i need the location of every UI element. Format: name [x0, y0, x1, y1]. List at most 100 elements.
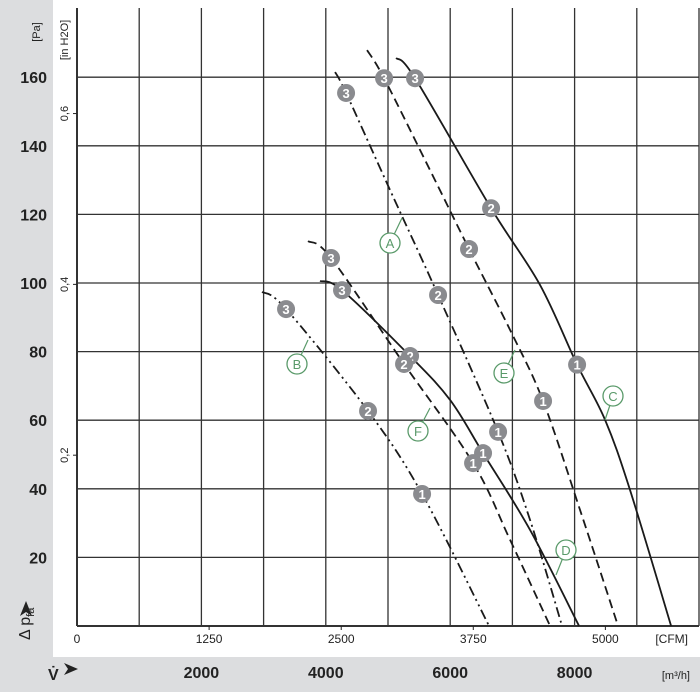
curve-label-D: D: [555, 539, 577, 576]
operating-point-marker: 1: [413, 484, 432, 503]
marker-circle: [406, 69, 425, 88]
y2-tick-label: 0,4: [59, 277, 71, 292]
marker-circle: [337, 83, 356, 102]
marker-label: 3: [411, 71, 418, 86]
label-circle: [286, 353, 308, 375]
y-tick-label: 100: [20, 276, 47, 293]
operating-point-marker: 2: [359, 401, 378, 420]
x-unit-label: [m³/h]: [662, 670, 690, 682]
operating-point-marker: 1: [568, 355, 587, 374]
y-tick-label: 160: [20, 70, 47, 87]
label-text: A: [386, 236, 395, 251]
marker-label: 3: [282, 302, 289, 317]
operating-point-markers: 3 2 1 3 2 1 3 2 1 3 2 1 3 2 1 3 2 1: [277, 69, 587, 503]
curve-C: [395, 57, 672, 627]
y2-unit-label: [in H2O]: [59, 20, 71, 60]
y2-tick-label: 0,2: [59, 448, 71, 463]
operating-point-marker: 3: [322, 248, 341, 267]
curve-label-A: A: [379, 217, 403, 254]
x-tick-label: 4000: [308, 665, 344, 682]
marker-label: 1: [539, 394, 546, 409]
curve-D: [319, 280, 580, 627]
marker-label: 3: [380, 71, 387, 86]
x-arrow-icon: [64, 663, 78, 675]
marker-circle: [534, 391, 553, 410]
label-text: F: [414, 424, 422, 439]
label-text: E: [500, 366, 509, 381]
y-arrow-icon: [20, 601, 32, 616]
marker-circle: [375, 69, 394, 88]
label-circle: [555, 539, 577, 561]
grid: [76, 8, 700, 627]
operating-point-marker: 1: [534, 391, 553, 410]
curve-E: [366, 49, 619, 627]
marker-circle: [482, 199, 501, 218]
label-circle: [493, 362, 515, 384]
label-circle: [379, 232, 401, 254]
x2-tick-label: 3750: [460, 632, 487, 646]
operating-point-marker: 3: [333, 281, 352, 300]
x-tick-label: 6000: [432, 665, 468, 682]
x2-unit-label: [CFM]: [655, 632, 688, 646]
marker-label: 3: [342, 86, 349, 101]
curve-label-B: B: [286, 339, 309, 375]
y-tick-label: 60: [29, 413, 47, 430]
curve-label-F: F: [407, 407, 431, 442]
operating-point-marker: 2: [482, 199, 501, 218]
y-tick-label: 120: [20, 207, 47, 224]
x2-tick-label: 5000: [592, 632, 619, 646]
label-text: C: [608, 389, 617, 404]
y-tick-label: 140: [20, 139, 47, 156]
y-unit-label: [Pa]: [31, 22, 43, 42]
marker-circle: [333, 281, 352, 300]
y-tick-label: 40: [29, 482, 47, 499]
marker-label: 2: [364, 404, 371, 419]
marker-circle: [429, 286, 448, 305]
marker-label: 1: [418, 487, 425, 502]
y-axis-label: Δ pfa: [17, 607, 37, 640]
marker-circle: [489, 422, 508, 441]
operating-point-marker: 3: [337, 83, 356, 102]
bottom-axis-band: [0, 657, 700, 692]
marker-label: 1: [573, 358, 580, 373]
y-tick-label: 20: [29, 550, 47, 567]
x2-tick-label: 1250: [196, 632, 223, 646]
x-tick-label: 8000: [557, 665, 593, 682]
curves: [261, 49, 672, 627]
marker-label: 2: [465, 242, 472, 257]
operating-point-marker: 3: [375, 69, 394, 88]
operating-point-marker: 2: [429, 286, 448, 305]
curve-label-C: C: [602, 385, 624, 421]
marker-circle: [413, 484, 432, 503]
marker-label: 1: [469, 456, 476, 471]
marker-label: 2: [434, 288, 441, 303]
x-axis-label: V̇: [48, 666, 59, 684]
x2-tick-label: 0: [74, 632, 81, 646]
y2-tick-label: 0,6: [59, 106, 71, 121]
marker-circle: [359, 401, 378, 420]
curve-A: [334, 71, 563, 627]
marker-label: 2: [487, 201, 494, 216]
curve-B: [261, 291, 490, 627]
marker-label: 3: [327, 251, 334, 266]
marker-circle: [322, 248, 341, 267]
curve-label-E: E: [493, 349, 516, 384]
operating-point-marker: 3: [277, 300, 296, 319]
label-circle: [602, 385, 624, 407]
x-tick-label: 2000: [184, 665, 220, 682]
marker-circle: [395, 354, 414, 373]
marker-circle: [277, 300, 296, 319]
marker-label: 3: [338, 283, 345, 298]
x2-tick-label: 2500: [328, 632, 355, 646]
marker-label: 2: [400, 357, 407, 372]
label-circle: [407, 420, 429, 442]
axes: [Pa] [in H2O] [CFM] [m³/h] V̇ Δ pfa 2040…: [17, 20, 690, 684]
operating-point-marker: 3: [406, 69, 425, 88]
marker-circle: [460, 240, 479, 259]
label-text: B: [293, 357, 302, 372]
left-axis-band: [0, 0, 53, 692]
curve-labels: A B C D E F: [286, 217, 624, 576]
marker-circle: [568, 355, 587, 374]
marker-label: 1: [479, 446, 486, 461]
